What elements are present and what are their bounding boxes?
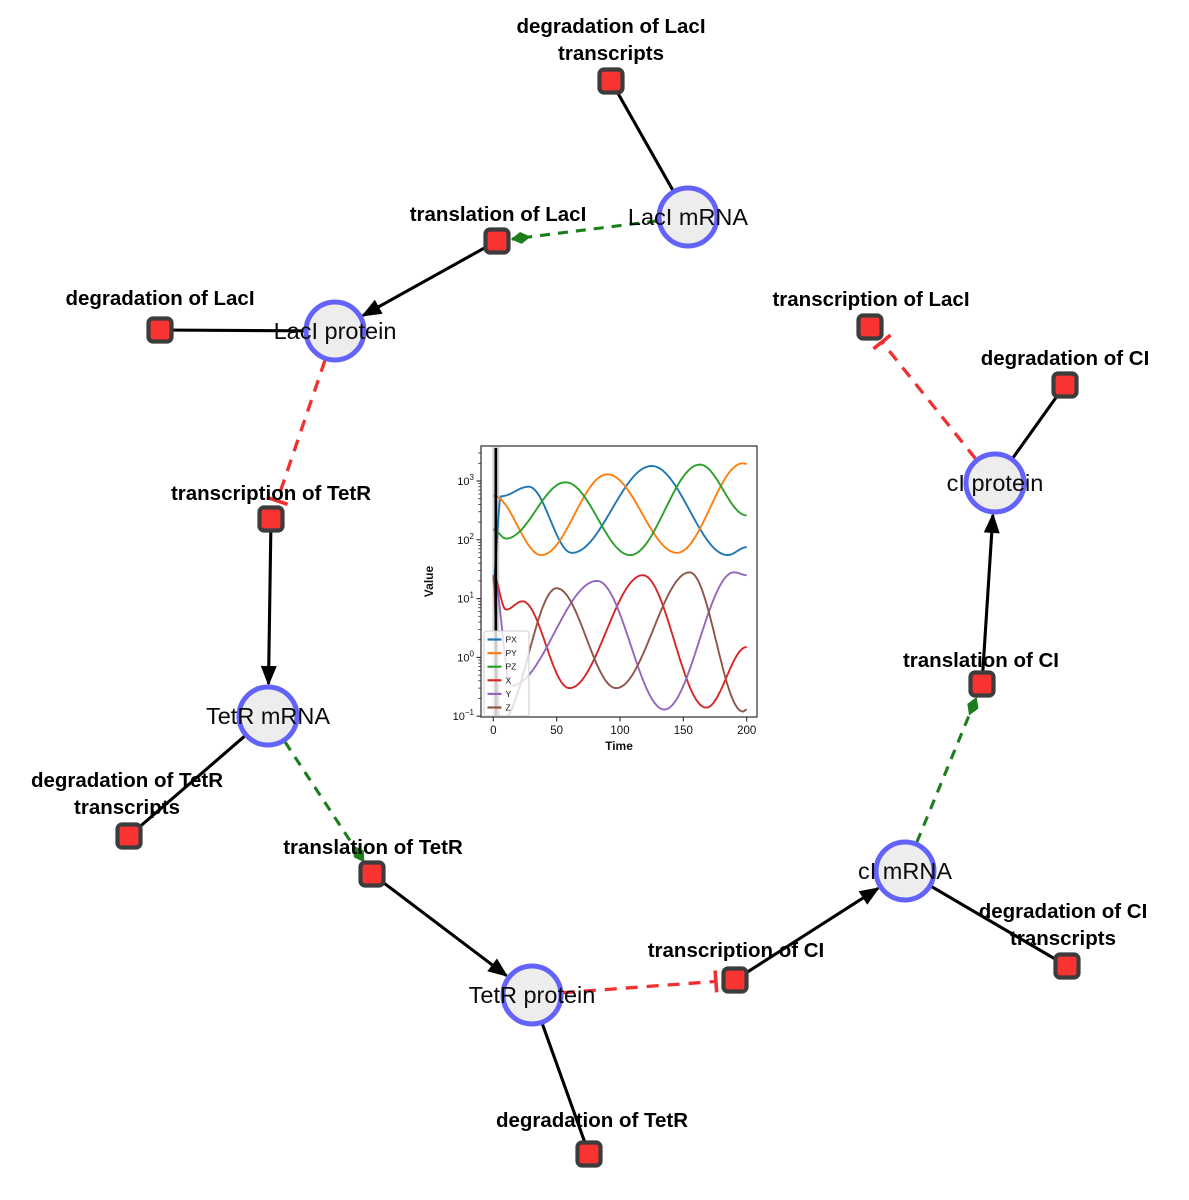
edge-production-transc_tetr-tetr_mrna [260, 518, 277, 686]
species-node-ci_mrna[interactable] [873, 839, 937, 903]
reaction-node-deg_ci[interactable] [1051, 371, 1079, 399]
plot-series-PY [493, 462, 747, 557]
legend-label-PY: PY [506, 648, 518, 658]
edge-modifier-tetr_mrna-transl_tetr [283, 741, 366, 863]
x-tick-label: 200 [737, 725, 756, 737]
plot-frame [480, 445, 758, 718]
edge-production-transl_laci-laci_prot [361, 239, 498, 317]
plot-series-PZ [493, 463, 747, 557]
species-node-laci_mrna[interactable] [656, 185, 720, 249]
species-node-ci_prot[interactable] [963, 451, 1027, 515]
edge-inhibition-laci_prot-transc_tetr [266, 359, 327, 507]
reaction-label-transl_laci: translation of LacI [410, 203, 587, 226]
legend-label-X: X [506, 675, 512, 685]
edge-modifier-laci_mrna-transl_laci [510, 219, 658, 244]
reaction-label-deg_laci_tx: degradation of LacI transcripts [516, 15, 705, 65]
plot-series-X [492, 574, 747, 709]
reaction-label-deg_ci: degradation of CI [981, 347, 1150, 370]
x-axis-label: Time [605, 739, 633, 753]
edge-production-transl_ci-ci_prot [980, 512, 1000, 685]
labels-layer: degradation of LacI transcripts translatio… [31, 15, 1149, 1132]
reaction-node-transl_ci[interactable] [968, 670, 996, 698]
y-tick-label: 103 [457, 473, 474, 488]
plot-legend: PX PY PZ XYZ [483, 630, 530, 717]
edge-inhibition-ci_prot-transc_laci [872, 333, 977, 460]
reaction-label-deg_tetr: degradation of TetR [496, 1109, 688, 1132]
reaction-node-deg_ci_tx[interactable] [1053, 952, 1081, 980]
species-label-ci_prot: cI protein [947, 470, 1044, 496]
reaction-node-transl_laci[interactable] [483, 227, 511, 255]
reaction-label-deg_ci_tx: degradation of CI transcripts [979, 900, 1148, 950]
plot-series-Y [492, 571, 747, 711]
species-node-tetr_prot[interactable] [500, 963, 564, 1027]
plot-curves [492, 462, 747, 717]
reaction-label-transc_ci: transcription of CI [648, 939, 825, 962]
edge-inhibition-tetr_prot-transc_ci [562, 970, 719, 995]
y-tick-label: 102 [457, 532, 474, 547]
species-node-tetr_mrna[interactable] [236, 684, 300, 748]
reaction-label-transl_ci: translation of CI [903, 649, 1059, 672]
legend-label-PZ: PZ [506, 662, 517, 672]
reaction-node-transc_tetr[interactable] [257, 505, 285, 533]
y-axis-label: Value [422, 566, 436, 598]
species-nodes-layer [236, 185, 1027, 1027]
reaction-node-transc_ci[interactable] [721, 966, 749, 994]
species-label-tetr_prot: TetR protein [469, 982, 596, 1008]
y-tick-label: 10−1 [453, 708, 475, 723]
plot-series-Z [492, 571, 747, 717]
embedded-plot: 0 50 100 150 20010310210110010−1TimeValuePXP… [422, 445, 758, 753]
y-tick-label: 100 [457, 649, 474, 664]
species-label-laci_mrna: LacI mRNA [628, 204, 748, 230]
species-label-ci_mrna: cI mRNA [858, 858, 952, 884]
legend-label-Z: Z [506, 703, 511, 713]
edge-production-transl_tetr-tetr_prot [371, 872, 509, 977]
reaction-node-deg_tetr[interactable] [575, 1140, 603, 1168]
reaction-label-transc_tetr: transcription of TetR [171, 482, 371, 505]
reaction-label-deg_tetr_tx: degradation of TetR transcripts [31, 769, 223, 819]
x-tick-label: 50 [550, 725, 563, 737]
reaction-node-deg_tetr_tx[interactable] [115, 822, 143, 850]
edge-production-transc_ci-ci_mrna [734, 886, 880, 982]
x-tick-label: 100 [610, 725, 629, 737]
reaction-node-transc_laci[interactable] [856, 313, 884, 341]
legend-label-Y: Y [506, 689, 512, 699]
x-tick-label: 0 [490, 725, 496, 737]
species-label-laci_prot: LacI protein [274, 318, 397, 344]
reaction-label-transl_tetr: translation of TetR [283, 836, 463, 859]
reaction-nodes-layer [115, 67, 1081, 1168]
edge-modifier-ci_mrna-transl_ci [915, 696, 979, 843]
legend-label-PX: PX [506, 635, 518, 645]
reaction-node-deg_laci_tx[interactable] [597, 67, 625, 95]
reaction-node-transl_tetr[interactable] [358, 860, 386, 888]
reaction-label-transc_laci: transcription of LacI [772, 288, 969, 311]
species-node-laci_prot[interactable] [303, 299, 367, 363]
species-label-tetr_mrna: TetR mRNA [206, 703, 330, 729]
x-tick-label: 150 [674, 725, 693, 737]
plot-series-PX [492, 465, 747, 582]
y-tick-label: 101 [457, 591, 474, 606]
reaction-node-deg_laci[interactable] [146, 316, 174, 344]
reaction-label-deg_laci: degradation of LacI [65, 287, 254, 310]
